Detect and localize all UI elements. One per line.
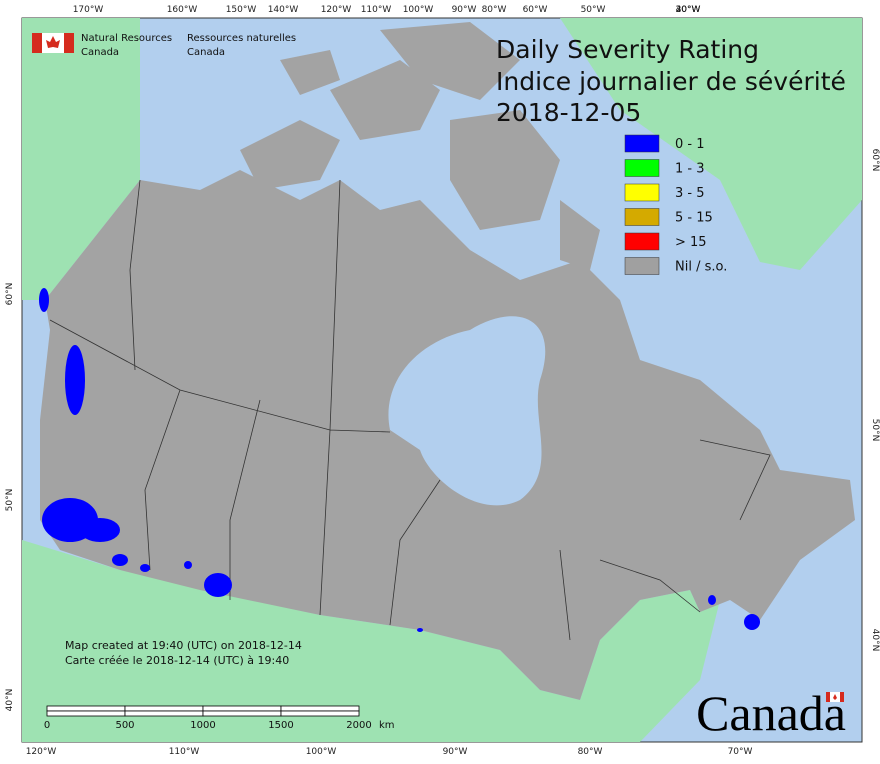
province-borders bbox=[49, 179, 771, 641]
graticule-label: 50°W bbox=[581, 5, 606, 15]
graticule-label: 40°N bbox=[5, 689, 15, 712]
wordmark-flag bbox=[826, 692, 844, 702]
legend-swatch bbox=[624, 257, 660, 275]
scale-segment bbox=[46, 710, 126, 717]
graticule-label: 50°N bbox=[870, 419, 880, 442]
title-date: 2018-12-05 bbox=[496, 98, 641, 127]
graticule-label: 40°W bbox=[676, 5, 701, 15]
scale-segment bbox=[202, 710, 282, 717]
scale-unit: km bbox=[379, 720, 395, 731]
scale-segment bbox=[202, 705, 282, 712]
hudson-bay bbox=[388, 316, 546, 506]
graticule-label: 80°W bbox=[578, 747, 603, 757]
legend-label: 3 - 5 bbox=[675, 186, 705, 201]
graticule-label: 120°W bbox=[26, 747, 57, 757]
graticule-label: 30°W bbox=[676, 5, 701, 15]
legend-label: > 15 bbox=[675, 235, 707, 250]
graticule-labels: 170°W 160°W 150°W 140°W 120°W 110°W 100°W 90°W 8… bbox=[5, 5, 880, 757]
graticule-label: 50°N bbox=[5, 489, 15, 512]
legend-label: Nil / s.o. bbox=[675, 260, 727, 275]
legend-swatch bbox=[624, 232, 660, 251]
wordmark: Canada bbox=[696, 685, 846, 741]
title: Daily Severity Rating bbox=[496, 35, 759, 64]
graticule-label: 90°W bbox=[443, 747, 468, 757]
graticule-label: 80°W bbox=[482, 5, 507, 15]
graticule-label: 60°W bbox=[523, 5, 548, 15]
legend-swatch bbox=[624, 183, 660, 202]
scale-label: 500 bbox=[115, 720, 134, 731]
alaska bbox=[22, 18, 140, 300]
graticule-label: 140°W bbox=[268, 5, 299, 15]
graticule-label: 60°N bbox=[870, 149, 880, 172]
legend-swatch bbox=[624, 159, 660, 177]
graticule-label: 100°W bbox=[306, 747, 337, 757]
scale-label: 0 bbox=[44, 720, 50, 731]
note: Map created at 19:40 (UTC) on 2018-12-14 bbox=[65, 639, 302, 652]
arctic-islands bbox=[240, 22, 600, 270]
graticule-label: 170°W bbox=[73, 5, 104, 15]
scale-label: 1500 bbox=[268, 720, 293, 731]
map-area: Natural Resources Canada Ressources natu… bbox=[21, 17, 863, 743]
graticule-label: 100°W bbox=[403, 5, 434, 15]
scale-segment bbox=[46, 705, 126, 712]
graticule-label: 60°N bbox=[5, 283, 15, 306]
usa bbox=[22, 540, 720, 742]
legend: 0 - 1 1 - 3 3 - 5 5 - 15 > 15 Nil / s.o. bbox=[624, 134, 727, 275]
scale-segment bbox=[124, 710, 204, 717]
scale-label: 1000 bbox=[190, 720, 215, 731]
legend-swatch bbox=[624, 208, 660, 226]
scale-label: 2000 bbox=[346, 720, 371, 731]
greenland bbox=[560, 18, 862, 270]
scale-segment bbox=[280, 705, 360, 712]
scale-segment bbox=[280, 710, 360, 717]
header-text: Canada bbox=[187, 47, 225, 58]
graticule-label: 160°W bbox=[167, 5, 198, 15]
graticule-label: 70°W bbox=[728, 747, 753, 757]
graticule-label: 110°W bbox=[361, 5, 392, 15]
header-text: Canada bbox=[81, 47, 119, 58]
legend-label: 0 - 1 bbox=[675, 137, 705, 152]
nrcan-flag bbox=[32, 33, 74, 53]
scale-segment bbox=[124, 705, 204, 712]
dsr-patches bbox=[39, 288, 760, 632]
note: Carte créée le 2018-12-14 (UTC) à 19:40 bbox=[65, 654, 289, 667]
graticule-label: 20°W bbox=[676, 5, 701, 15]
header-text: Natural Resources bbox=[81, 33, 172, 44]
graticule-label: 110°W bbox=[169, 747, 200, 757]
scale-bar: 0 500 1000 1500 2000 km bbox=[44, 705, 395, 731]
title: Indice journalier de sévérité bbox=[496, 67, 846, 96]
graticule-label: 90°W bbox=[452, 5, 477, 15]
legend-swatch bbox=[624, 134, 660, 153]
graticule-label: 120°W bbox=[321, 5, 352, 15]
graticule-label: 150°W bbox=[226, 5, 257, 15]
graticule-label: 40°N bbox=[870, 629, 880, 652]
header-text: Ressources naturelles bbox=[187, 33, 296, 44]
legend-label: 5 - 15 bbox=[675, 211, 713, 226]
legend-label: 1 - 3 bbox=[675, 162, 705, 177]
